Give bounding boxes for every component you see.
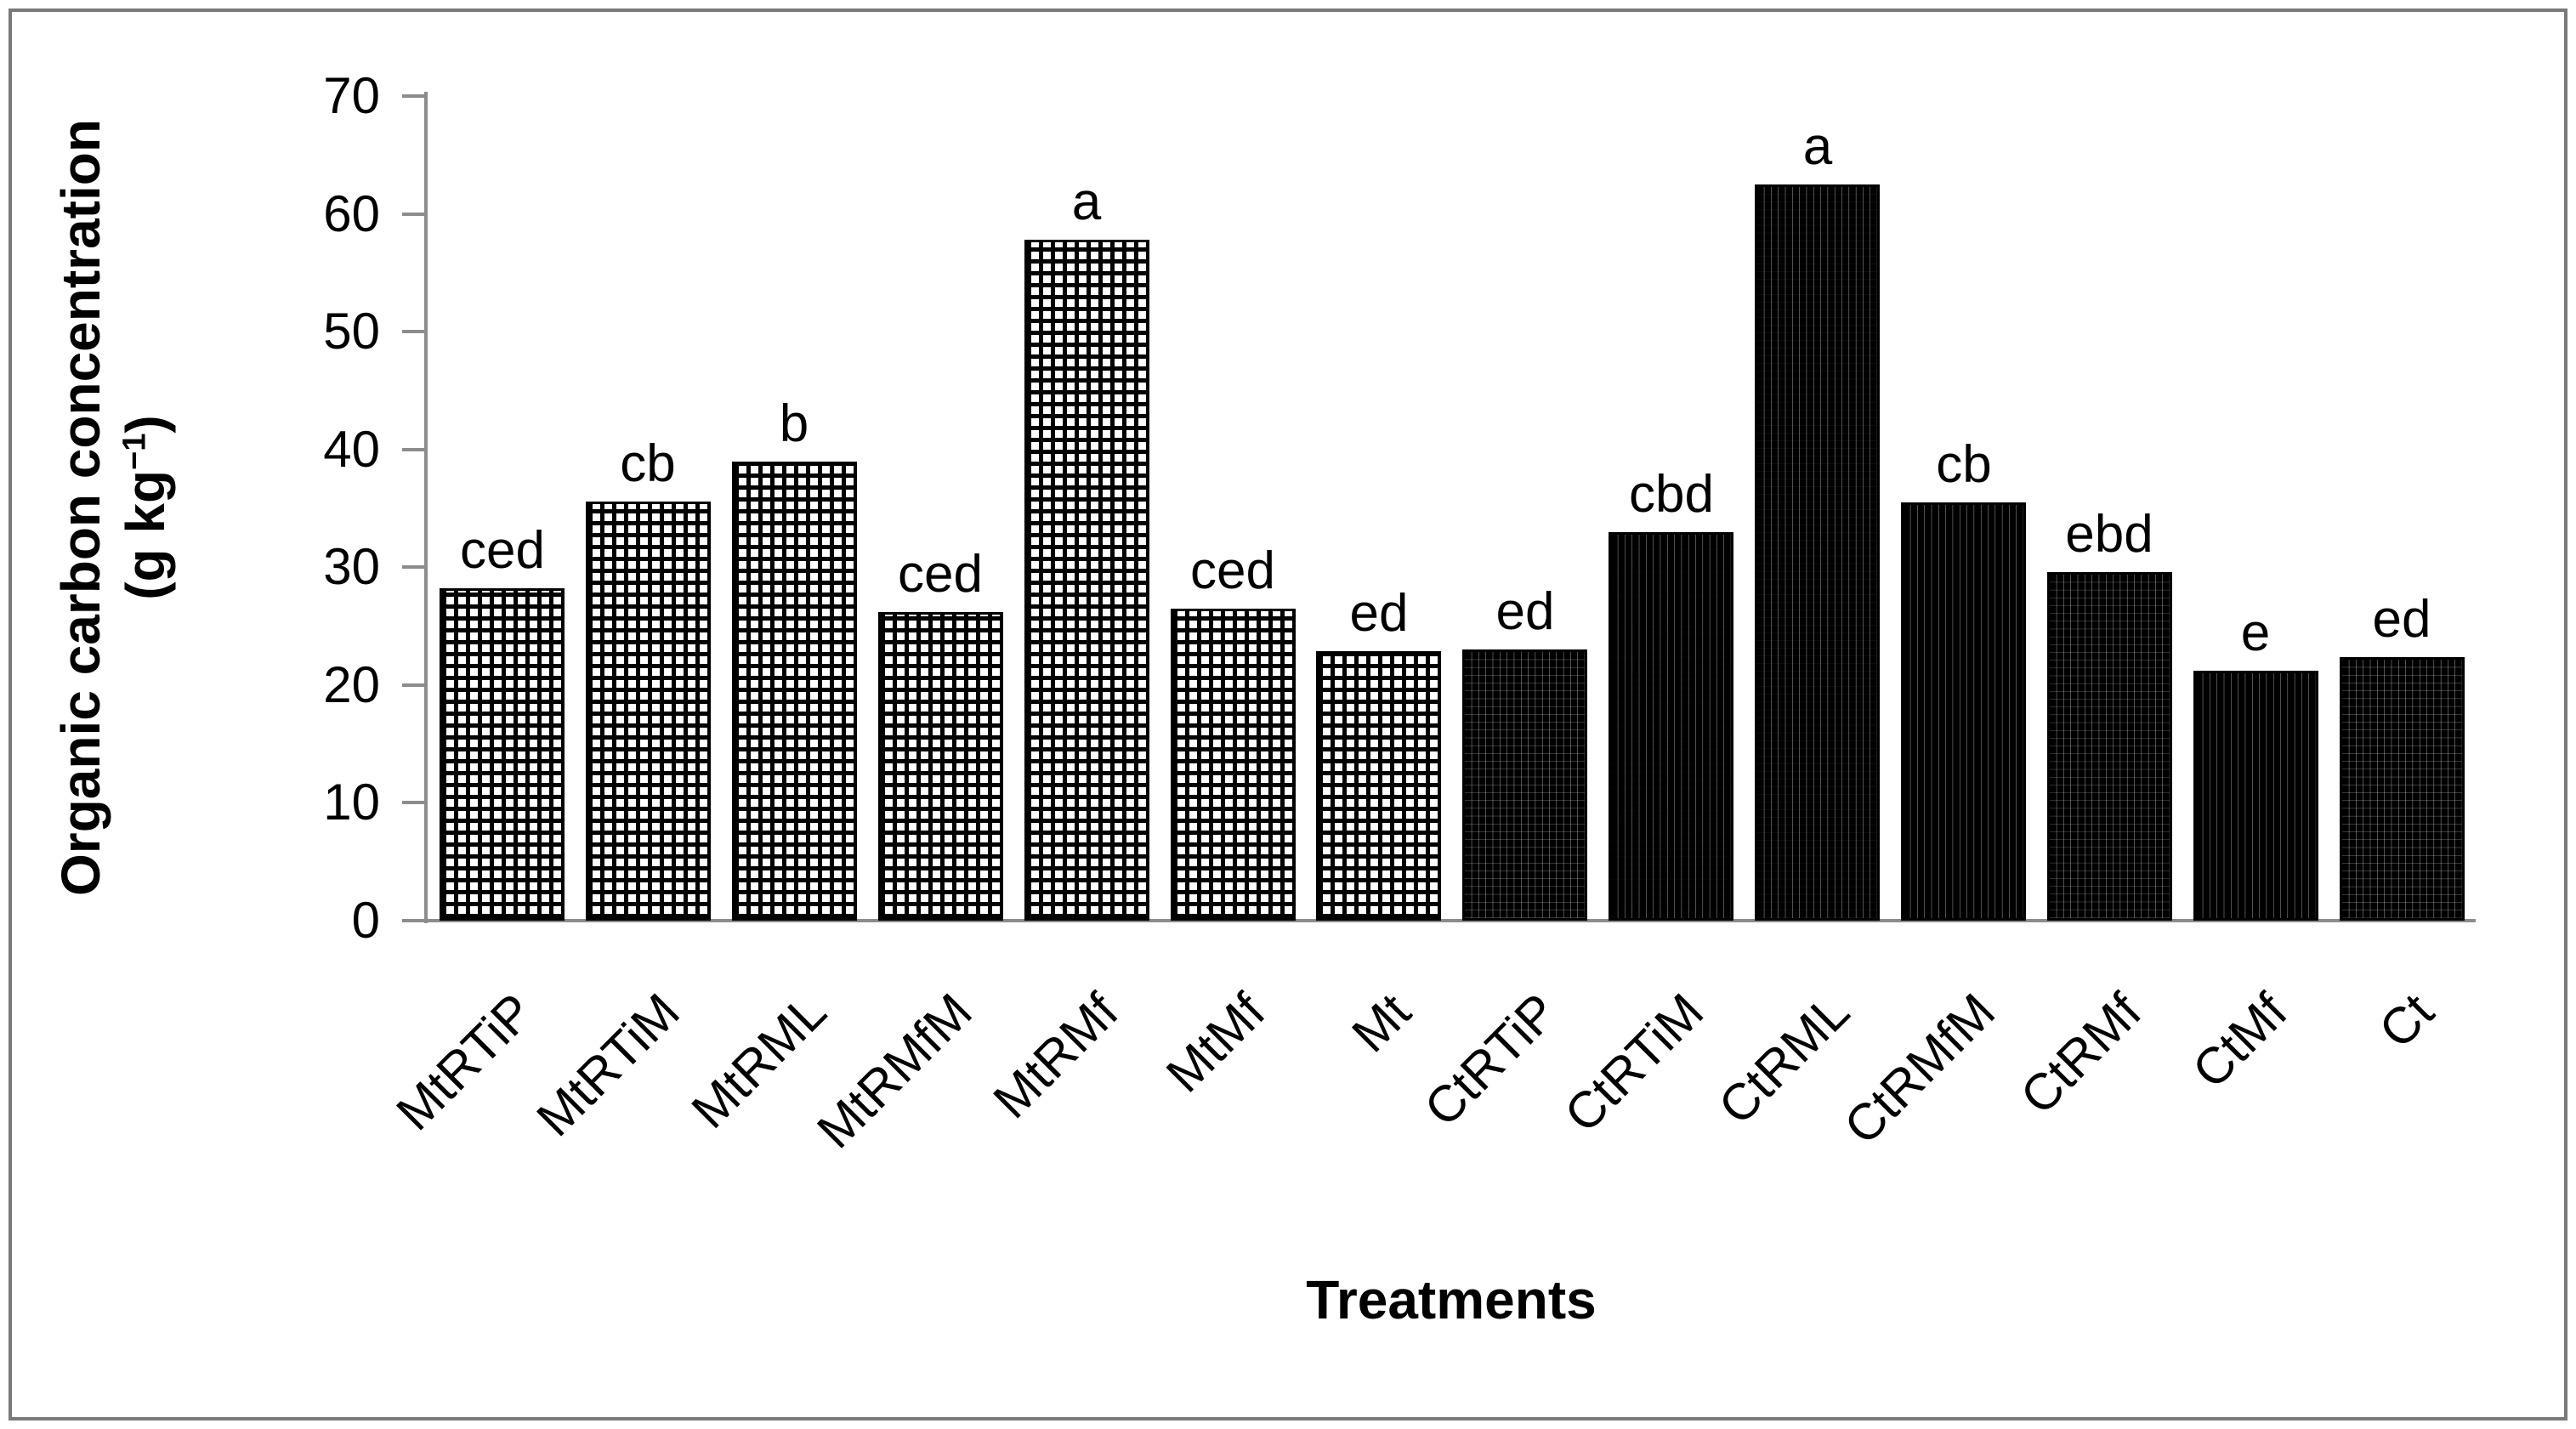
- y-tick-label-50: 50: [323, 303, 380, 360]
- bar-CtRMfM: [1901, 502, 2026, 921]
- y-axis-unit-superscript: −1: [116, 433, 153, 470]
- y-tick-label-60: 60: [323, 184, 380, 242]
- y-tick-mark-20: [402, 683, 424, 687]
- y-tick-label-0: 0: [351, 892, 380, 949]
- sig-letter-CtMf: e: [2240, 604, 2271, 662]
- sig-letter-CtRTiM: cbd: [1629, 465, 1714, 524]
- bar-CtRTiP: [1462, 649, 1587, 921]
- sig-letter-CtRMfM: cb: [1936, 435, 1992, 494]
- y-tick-label-10: 10: [323, 774, 380, 831]
- y-tick-label-70: 70: [323, 67, 380, 124]
- y-tick-mark-70: [402, 94, 424, 98]
- bar-MtRMfM: [878, 612, 1003, 921]
- y-axis-title-line1: Organic carbon concentration: [50, 119, 111, 896]
- y-axis-title: Organic carbon concentration (g kg−1): [48, 119, 178, 896]
- y-tick-mark-30: [402, 565, 424, 570]
- x-axis-title: Treatments: [1306, 1269, 1597, 1330]
- sig-letter-MtRMf: a: [1071, 173, 1102, 231]
- figure-border: [9, 9, 2567, 1420]
- y-tick-mark-0: [402, 919, 424, 922]
- y-tick-mark-50: [402, 330, 424, 334]
- y-tick-mark-40: [402, 447, 424, 451]
- sig-letter-Ct: ed: [2372, 590, 2431, 649]
- x-axis-line: [424, 919, 2476, 922]
- sig-letter-CtRMf: ebd: [2065, 505, 2153, 564]
- bar-MtRML: [732, 462, 857, 921]
- sig-letter-MtMf: ced: [1190, 542, 1275, 600]
- sig-letter-MtRML: b: [779, 394, 809, 453]
- y-tick-mark-60: [402, 212, 424, 216]
- bar-Mt: [1316, 651, 1441, 921]
- y-axis-unit: (g kg−1): [115, 415, 176, 600]
- bar-CtRML: [1755, 184, 1880, 921]
- bar-MtRTiM: [586, 502, 711, 921]
- y-axis-line: [424, 92, 428, 923]
- bar-MtMf: [1171, 609, 1296, 921]
- sig-letter-CtRTiP: ed: [1495, 582, 1555, 641]
- bar-CtMf: [2193, 671, 2318, 921]
- y-tick-label-40: 40: [323, 420, 380, 478]
- bar-CtRMf: [2047, 572, 2172, 921]
- y-tick-label-30: 30: [323, 538, 380, 596]
- sig-letter-Mt: ed: [1349, 584, 1409, 643]
- bar-MtRTiP: [440, 588, 565, 921]
- y-tick-label-20: 20: [323, 655, 380, 713]
- sig-letter-MtRTiP: ced: [460, 521, 545, 580]
- bar-CtRTiM: [1609, 532, 1733, 921]
- sig-letter-CtRML: a: [1802, 117, 1833, 176]
- sig-letter-MtRMfM: ced: [898, 545, 983, 604]
- bar-MtRMf: [1024, 240, 1149, 921]
- sig-letter-MtRTiM: cb: [620, 434, 676, 493]
- y-tick-mark-10: [402, 801, 424, 805]
- bar-Ct: [2340, 657, 2465, 921]
